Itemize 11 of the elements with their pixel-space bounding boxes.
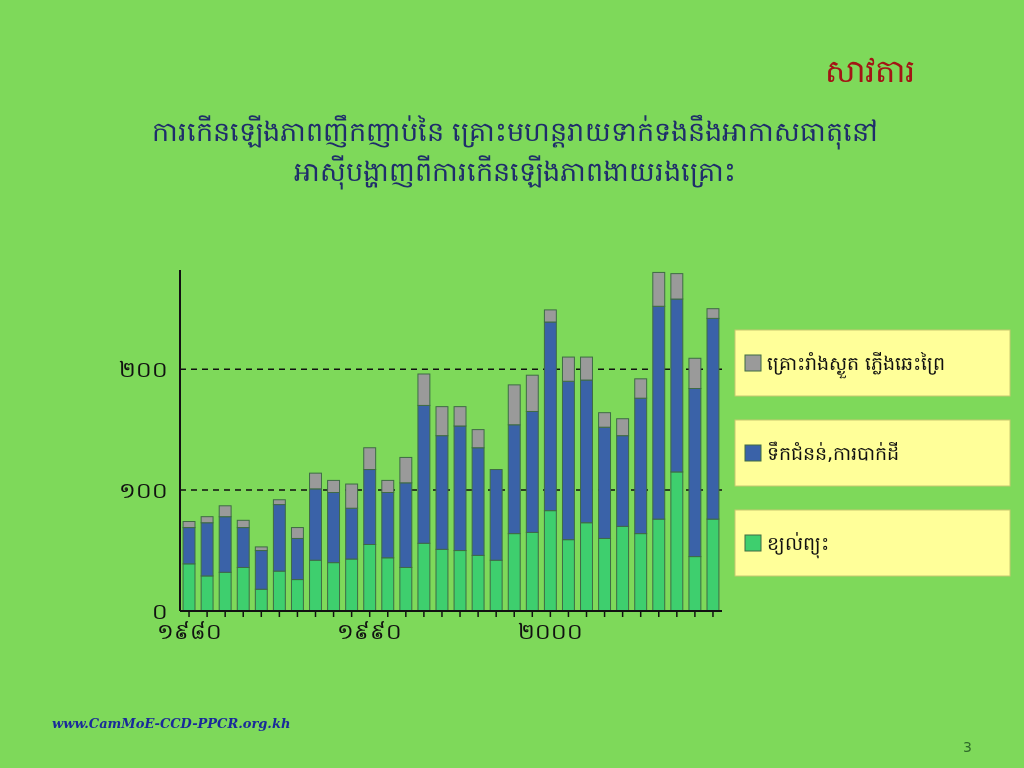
text: 3 — [963, 739, 972, 755]
legend-label: ខ្យល់ព្យុះ — [767, 530, 830, 561]
y-tick-label: ១០០ — [119, 477, 168, 503]
y-tick-label: ២០០ — [119, 356, 168, 382]
x-tick-label: ២០០០ — [517, 619, 583, 644]
text: សាវតារ — [825, 52, 915, 90]
legend-label: ទឹកជំនន់,ការបាក់ដី — [767, 440, 901, 466]
chart-subtitle: ការកើនឡើងភាពញឹកញាប់នៃ គ្រោះមហន្តរាយទាក់ទងនឹងអាកាសធាតុនៅអាស៊ីបង្ហាញពីការកើនឡើងភាពងាយរងគ្រោះ — [150, 113, 880, 192]
x-tick-label: ១៩៩០ — [337, 619, 403, 644]
text: www.CamMoE-CCD-PPCR.org.kh — [52, 716, 291, 731]
legend-label: គ្រោះរាំងស្ងួត ភ្លើងឆេះព្រៃ — [767, 350, 947, 381]
